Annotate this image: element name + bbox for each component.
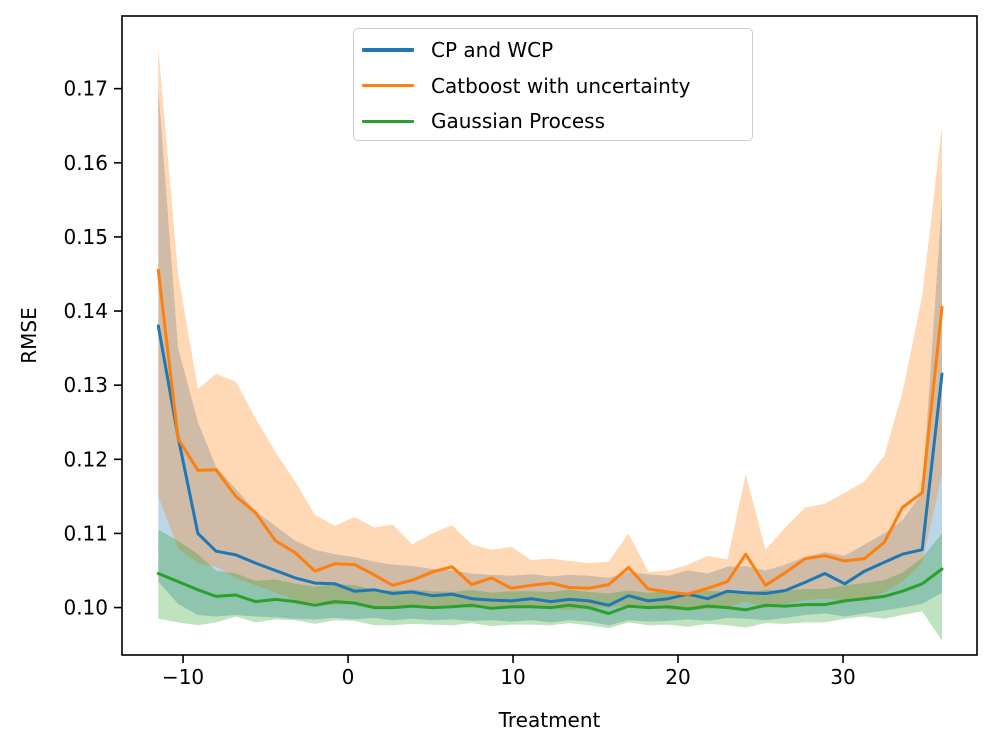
legend-entry-label: Gaussian Process	[431, 109, 605, 134]
plot-frame	[121, 15, 978, 656]
y-axis: 0.10 0.11 0.12 0.13 0.14 0.15 0.16 0.17	[63, 77, 122, 620]
x-tick-label: 20	[665, 665, 690, 689]
y-axis-label: RMSE	[17, 307, 41, 363]
legend-line-swatch-icon	[362, 119, 414, 124]
y-tick-label: 0.13	[63, 373, 108, 397]
series-line-cp-and-wcp	[156, 324, 944, 607]
series-line-gaussian-process	[156, 567, 944, 615]
legend-entry: CP and WCP	[361, 32, 744, 68]
y-tick-label: 0.14	[63, 299, 108, 323]
y-tick-label: 0.16	[63, 151, 108, 175]
x-tick-label: 30	[830, 665, 855, 689]
uncertainty-band-gaussian-process	[158, 529, 943, 641]
x-tick-label: −10	[162, 665, 204, 689]
legend-entry: Gaussian Process	[361, 104, 744, 140]
y-tick-label: 0.10	[63, 596, 108, 620]
x-axis-label: Treatment	[498, 708, 601, 732]
legend-entry-label: CP and WCP	[431, 37, 554, 62]
legend-entry: Catboost with uncertainty	[361, 68, 744, 104]
legend-line-swatch-icon	[362, 84, 414, 88]
y-tick-label: 0.12	[63, 447, 108, 471]
x-axis: −10 0 10 20 30	[162, 655, 856, 689]
legend-line-swatch-icon	[362, 48, 414, 52]
y-tick-label: 0.15	[63, 225, 108, 249]
y-tick-label: 0.17	[63, 77, 108, 101]
series-line-catboost-with-uncertainty	[156, 268, 944, 596]
legend: CP and WCP Catboost with uncertainty Gauss…	[353, 28, 753, 141]
data-lines	[156, 268, 944, 615]
y-tick-label: 0.11	[63, 521, 108, 545]
x-tick-label: 0	[342, 665, 355, 689]
x-tick-label: 10	[500, 665, 525, 689]
legend-entry-label: Catboost with uncertainty	[431, 73, 691, 98]
